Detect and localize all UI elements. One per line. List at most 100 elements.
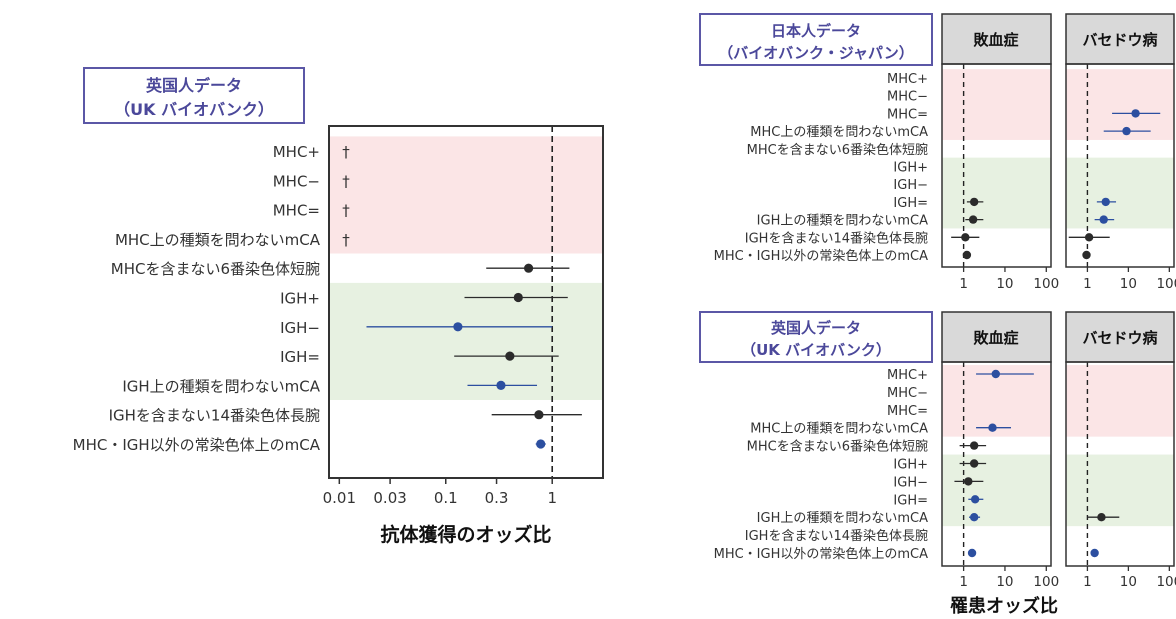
point-estimate — [453, 322, 463, 332]
x-tick-label: 10 — [996, 574, 1013, 590]
point-estimate — [988, 423, 997, 432]
dagger-mark: † — [342, 172, 350, 190]
mhc-band — [1066, 365, 1174, 437]
row-labels: MHC+ MHC− MHC= MHC上の種類を問わないmCA MHCを含まない6番染色体… — [714, 72, 928, 264]
row-label: MHC上の種類を問わないmCA — [115, 231, 321, 249]
x-tick-label: 1 — [959, 276, 968, 292]
row-label: MHCを含まない6番染色体短腕 — [111, 260, 320, 278]
row-label: MHC= — [273, 202, 320, 220]
point-estimate — [534, 410, 544, 420]
dagger-mark: † — [342, 143, 350, 161]
group-box-line1: 英国人データ — [145, 76, 242, 95]
row-label: MHC= — [887, 107, 928, 122]
group-box: 英国人データ （UK バイオバンク） — [83, 67, 305, 124]
band-backgrounds — [1066, 365, 1174, 527]
row-label: MHC・IGH以外の常染色体上のmCA — [714, 248, 928, 264]
igh-band — [1066, 157, 1174, 229]
plot-frame — [328, 125, 604, 479]
igh-band — [942, 454, 1051, 527]
point-estimate — [968, 215, 978, 224]
panel-sepsis: 敗血症 1 10 100 — [941, 311, 1059, 590]
point-estimate — [967, 548, 977, 558]
row-label: IGH+ — [893, 458, 928, 473]
panel-title: 敗血症 — [973, 31, 1018, 49]
group-box-line2: （UK バイオバンク） — [114, 100, 274, 119]
point-estimate — [969, 513, 979, 522]
row-label: IGH上の種類を問わないmCA — [757, 510, 928, 526]
uk-antibody-forest-chart: 英国人データ （UK バイオバンク） MHC+ MHC− MHC= MHC上の種類を問… — [73, 67, 604, 546]
row-label: MHCを含まない6番染色体短腕 — [747, 142, 928, 158]
point-estimate — [513, 292, 523, 303]
x-tick-label: 0.3 — [485, 489, 509, 507]
row-label: IGH− — [280, 319, 320, 337]
row-label: MHC− — [887, 386, 928, 401]
point-estimate — [523, 263, 534, 273]
band-backgrounds — [942, 69, 1051, 229]
row-labels: MHC+ MHC− MHC= MHC上の種類を問わないmCA MHCを含まない6番染色体… — [73, 143, 321, 454]
panel-title: バセドウ病 — [1082, 329, 1157, 347]
x-tick-label: 100 — [1033, 574, 1059, 590]
group-box-line1: 英国人データ — [771, 319, 861, 337]
point-estimate — [969, 197, 979, 207]
dagger-mark: † — [342, 202, 350, 220]
panel-graves: バセドウ病 1 10 100 — [1065, 311, 1176, 590]
panel-frame — [941, 63, 1052, 268]
point-estimate — [969, 441, 979, 450]
x-tick-label: 1 — [1083, 276, 1092, 292]
x-tick-label: 1 — [547, 489, 557, 507]
point-estimate — [1097, 513, 1106, 522]
data-marks: † † † † — [342, 143, 582, 449]
row-label: MHC= — [887, 404, 928, 419]
point-estimate — [964, 477, 973, 486]
x-tick-label: 10 — [1120, 574, 1137, 590]
panel-sepsis: 敗血症 1 10 100 — [941, 13, 1059, 292]
igh-band — [329, 282, 603, 400]
x-tick-label: 10 — [996, 276, 1013, 292]
x-tick-label: 0.01 — [323, 489, 356, 507]
panel-frame — [1065, 361, 1175, 567]
igh-band — [1066, 454, 1174, 527]
row-label: MHC+ — [887, 368, 928, 383]
panel-graves: バセドウ病 1 10 100 — [1065, 13, 1176, 292]
row-label: MHC+ — [887, 72, 928, 87]
x-tick-label: 100 — [1156, 276, 1176, 292]
panel-title: 敗血症 — [973, 329, 1018, 347]
row-label: IGH= — [893, 493, 928, 508]
band-backgrounds — [329, 136, 603, 400]
point-estimate — [1082, 250, 1091, 260]
band-backgrounds — [942, 365, 1051, 527]
point-estimate — [1122, 126, 1131, 136]
x-axis-label: 抗体獲得のオッズ比 — [380, 523, 551, 546]
row-label: IGH= — [893, 196, 928, 211]
panel-frame — [1065, 63, 1175, 268]
point-estimate — [969, 459, 979, 468]
x-axis-label: 罹患オッズ比 — [950, 595, 1058, 617]
x-tick-label: 1 — [959, 574, 968, 590]
point-estimate — [1131, 109, 1140, 118]
point-estimate — [496, 380, 506, 390]
row-label: MHCを含まない6番染色体短腕 — [747, 439, 928, 455]
uk-disease-forest-chart: 英国人データ （UK バイオバンク） MHC+ MHC− MHC= MHC上の種類を問… — [699, 311, 1176, 617]
x-tick-label: 0.03 — [373, 489, 406, 507]
row-label: MHC− — [887, 90, 928, 105]
group-box: 英国人データ （UK バイオバンク） — [699, 311, 933, 363]
point-estimate — [536, 439, 546, 449]
row-label: IGH上の種類を問わないmCA — [757, 213, 928, 229]
row-label: MHC上の種類を問わないmCA — [750, 421, 928, 437]
row-labels: MHC+ MHC− MHC= MHC上の種類を問わないmCA MHCを含まない6番染色体… — [714, 368, 928, 562]
band-backgrounds — [1066, 69, 1174, 229]
mhc-band — [329, 136, 603, 254]
point-estimate — [970, 495, 980, 504]
point-estimate — [991, 369, 1000, 379]
x-tick-label: 1 — [1083, 574, 1092, 590]
x-tick-label: 100 — [1156, 574, 1176, 590]
mhc-band — [942, 69, 1051, 140]
row-label: IGH− — [893, 178, 928, 193]
row-label: IGHを含まない14番染色体長腕 — [109, 407, 320, 425]
point-estimate — [505, 351, 515, 361]
panel-frame — [941, 361, 1052, 567]
x-tick-label: 0.1 — [434, 489, 458, 507]
point-estimate — [1101, 197, 1110, 207]
dagger-mark: † — [342, 231, 350, 249]
